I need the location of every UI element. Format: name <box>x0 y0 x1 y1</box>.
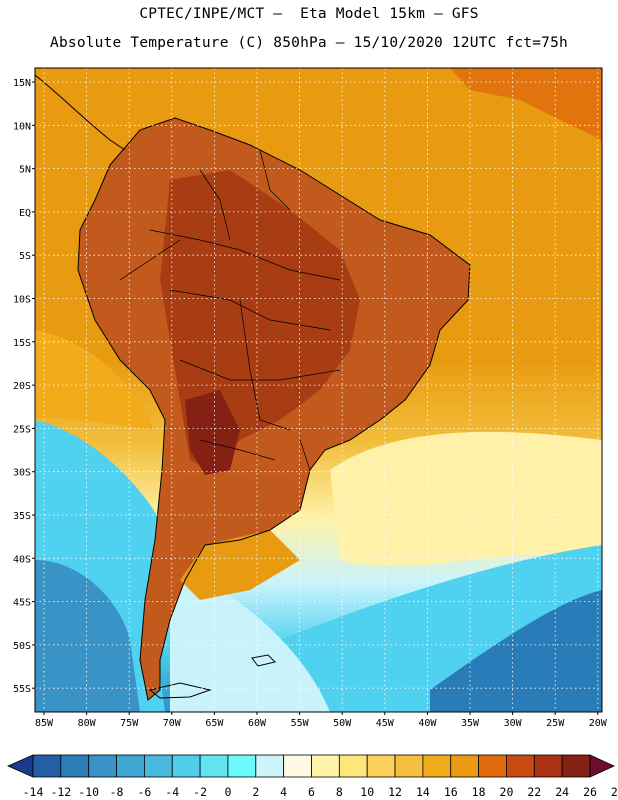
map-title-line-2: Absolute Temperature (C) 850hPa – 15/10/… <box>50 35 568 51</box>
colorbar-left-arrow <box>7 754 34 778</box>
colorbar-swatch <box>338 754 368 778</box>
lat-tick-label: 50S <box>13 641 31 652</box>
colorbar-label: -2 <box>193 785 207 799</box>
lon-tick-label: 30W <box>504 718 523 729</box>
lon-tick-label: 20W <box>589 718 608 729</box>
colorbar-swatch <box>199 754 229 778</box>
lat-tick-label: 55S <box>13 684 31 695</box>
colorbar-swatch <box>227 754 257 778</box>
lat-tick-label: 25S <box>13 424 31 435</box>
falkland-islands <box>251 654 276 667</box>
colorbar-label: 12 <box>388 785 402 799</box>
colorbar-swatch <box>450 754 480 778</box>
tierra-del-fuego <box>148 682 212 699</box>
colorbar-swatch <box>60 754 90 778</box>
colorbar-swatch <box>533 754 563 778</box>
lon-tick-label: 60W <box>248 718 267 729</box>
colorbar-label: -8 <box>110 785 124 799</box>
colorbar-swatch <box>116 754 145 778</box>
colorbar-label: 16 <box>444 785 458 799</box>
lon-tick-label: 75W <box>120 718 139 729</box>
lon-tick-label: 80W <box>78 718 97 729</box>
colorbar-swatch <box>171 754 201 778</box>
lon-tick-label: 25W <box>546 718 565 729</box>
lat-tick-label: 5N <box>19 165 31 176</box>
longitude-labels: 85W 80W 75W 70W 65W 60W 55W 50W 45W 40W 35W 30W 25W 2… <box>35 712 608 729</box>
lat-tick-label: 5S <box>19 251 31 262</box>
lat-tick-label: 15S <box>13 338 31 349</box>
colorbar-label: 26 <box>583 785 597 799</box>
colorbar-label: -14 <box>23 785 44 799</box>
colorbar-label: 20 <box>500 785 514 799</box>
map-title-line-1: CPTEC/INPE/MCT – Eta Model 15km – GFS <box>139 6 479 22</box>
lon-tick-label: 35W <box>461 718 480 729</box>
colorbar-swatch <box>394 754 424 778</box>
warm-patagonia <box>180 530 300 600</box>
lon-tick-label: 65W <box>205 718 224 729</box>
lat-lon-grid <box>35 68 602 712</box>
lon-tick-label: 55W <box>291 718 310 729</box>
colorbar-label: 14 <box>416 785 430 799</box>
lat-tick-label: 15N <box>13 78 31 89</box>
lon-tick-label: 40W <box>418 718 437 729</box>
colorbar-right-arrow <box>589 754 615 778</box>
colorbar-label: 28 <box>611 785 618 799</box>
colorbar-label: -6 <box>137 785 151 799</box>
lat-tick-label: 35S <box>13 511 31 522</box>
colorbar-label: 8 <box>336 785 343 799</box>
pacific-mild-band <box>35 330 155 430</box>
colorbar-swatch <box>422 754 452 778</box>
pacific-deep-cold <box>35 560 140 712</box>
lat-tick-label: 20S <box>13 381 31 392</box>
atlantic-cool-band <box>330 431 602 566</box>
colorbar-label: 6 <box>308 785 315 799</box>
map-panel <box>35 68 602 712</box>
lon-tick-label: 70W <box>163 718 182 729</box>
atlantic-deep-cold <box>430 590 602 712</box>
colorbar-swatch <box>88 754 117 778</box>
lat-tick-label: 10N <box>13 121 31 132</box>
colorbar-swatch <box>143 754 173 778</box>
colorbar-label: -10 <box>78 785 99 799</box>
colorbar-labels: -14 -12 -10 -8 -6 -4 -2 0 2 4 6 8 10 12 14 16 18 20 22 24 26… <box>23 785 618 799</box>
colorbar-swatch <box>561 754 591 778</box>
colorbar-label: -12 <box>50 785 71 799</box>
colorbar-label: 18 <box>472 785 486 799</box>
colorbar-label: 24 <box>555 785 569 799</box>
colorbar-swatch <box>32 754 62 778</box>
colorbar-label: 2 <box>252 785 259 799</box>
colorbar-swatch <box>506 754 535 778</box>
colorbar-swatch <box>311 754 340 778</box>
lat-tick-label: EQ <box>19 208 31 219</box>
map-frame <box>34 67 603 713</box>
lat-tick-label: 30S <box>13 468 31 479</box>
colorbar-label: 0 <box>224 785 231 799</box>
lat-tick-label: 10S <box>13 295 31 306</box>
colorbar-swatch <box>478 754 507 778</box>
colorbar-label: -4 <box>165 785 179 799</box>
colorbar-label: 10 <box>360 785 374 799</box>
lon-tick-label: 45W <box>376 718 395 729</box>
colorbar <box>7 754 615 778</box>
coastline <box>77 117 471 701</box>
lon-tick-label: 50W <box>333 718 352 729</box>
lat-tick-label: 40S <box>13 554 31 565</box>
very-hot-chaco <box>185 390 240 475</box>
colorbar-swatch <box>283 754 312 778</box>
colorbar-label: 4 <box>280 785 287 799</box>
colorbar-swatch <box>255 754 285 778</box>
lat-tick-label: 45S <box>13 598 31 609</box>
colorbar-swatch <box>366 754 396 778</box>
colorbar-label: 22 <box>527 785 541 799</box>
lon-tick-label: 85W <box>35 718 54 729</box>
hot-caribbean-patch <box>450 68 602 140</box>
latitude-labels: 15N 10N 5N EQ 5S 10S 15S 20S 25S 30S 35S 40S 45S 50S 5… <box>13 78 35 695</box>
